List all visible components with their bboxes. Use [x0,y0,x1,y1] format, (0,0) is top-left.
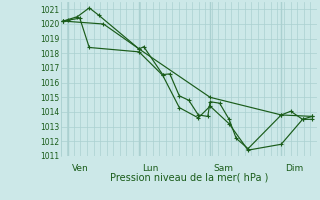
Text: Lun: Lun [143,164,159,173]
Text: Sam: Sam [214,164,234,173]
X-axis label: Pression niveau de la mer( hPa ): Pression niveau de la mer( hPa ) [110,173,268,183]
Text: Dim: Dim [285,164,303,173]
Text: Ven: Ven [71,164,88,173]
